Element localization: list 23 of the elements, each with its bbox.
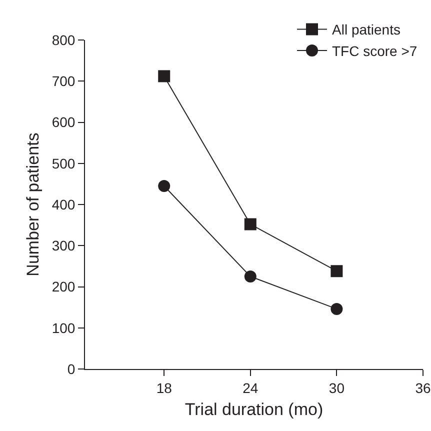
- y-tick-label: 600: [52, 114, 76, 130]
- y-tick-label: 700: [52, 73, 76, 90]
- x-tick-label: 30: [328, 380, 345, 396]
- y-tick-label: 500: [52, 155, 76, 172]
- point: [244, 218, 256, 230]
- y-tick-label: 800: [52, 32, 76, 48]
- point: [330, 265, 343, 278]
- point: [330, 302, 343, 315]
- legend-label: TFC score >7: [332, 42, 418, 59]
- x-tick-label: 36: [415, 380, 431, 396]
- y-tick-label: 200: [52, 278, 76, 295]
- point: [158, 180, 170, 192]
- y-tick-label: 100: [52, 320, 76, 336]
- x-axis-title: Trial duration (mo): [184, 400, 324, 420]
- y-tick-label: 300: [52, 238, 76, 254]
- x-tick-label: 24: [242, 380, 258, 396]
- y-axis-title: Number of patients: [23, 132, 42, 276]
- x-tick-label: 18: [156, 380, 172, 396]
- point: [158, 70, 170, 82]
- y-tick-label: 400: [52, 196, 76, 212]
- y-tick-label: 0: [67, 360, 76, 377]
- legend-label: All patients: [332, 22, 400, 38]
- point: [244, 270, 256, 282]
